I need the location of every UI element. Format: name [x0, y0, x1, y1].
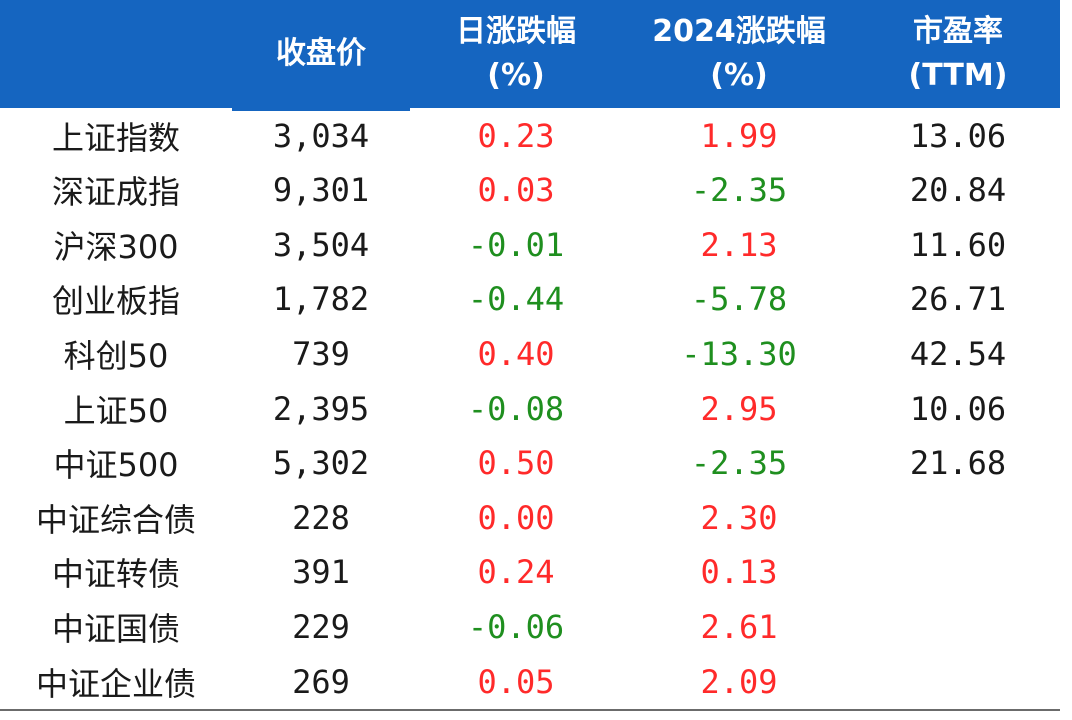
header-ytd-line2: (%): [710, 58, 768, 93]
close-price-cell: 1,782: [272, 280, 370, 319]
table-row: 中证500 5,302 0.50 -2.35 21.68: [0, 436, 1060, 491]
ytd-change-cell: -2.35: [690, 444, 788, 483]
table-row: 沪深300 3,504 -0.01 2.13 11.60: [0, 217, 1060, 272]
ytd-change-cell: 2.13: [700, 225, 778, 264]
daily-change-cell: 0.40: [477, 334, 555, 373]
header-close-price: 收盘价: [232, 0, 410, 108]
table-row: 中证企业债 269 0.05 2.09: [0, 654, 1060, 709]
close-price-cell: 3,034: [272, 116, 370, 155]
close-price-cell: 229: [292, 607, 350, 646]
pe-ratio-cell: 11.60: [909, 225, 1007, 264]
index-name-cell: 中证转债: [51, 555, 180, 594]
ytd-change-cell: -5.78: [690, 280, 788, 319]
pe-ratio-cell: 42.54: [909, 334, 1007, 373]
header-pe-ratio: 市盈率 (TTM): [856, 0, 1060, 108]
header-ytd-line1: 2024涨跌幅: [652, 14, 826, 49]
close-price-cell: 2,395: [272, 389, 370, 428]
index-name-cell: 上证50: [63, 391, 169, 430]
daily-change-cell: 0.50: [477, 444, 555, 483]
index-name-cell: 中证国债: [51, 609, 180, 648]
header-daily-change: 日涨跌幅 (%): [410, 0, 622, 108]
daily-change-cell: 0.23: [477, 116, 555, 155]
ytd-change-cell: 2.95: [700, 389, 778, 428]
index-name-cell: 中证企业债: [35, 664, 196, 703]
pe-ratio-cell: [856, 490, 1060, 545]
table-row: 科创50 739 0.40 -13.30 42.54: [0, 326, 1060, 381]
header-underline: [232, 108, 410, 111]
close-price-cell: 9,301: [272, 171, 370, 210]
table-row: 中证综合债 228 0.00 2.30: [0, 490, 1060, 545]
table-bottom-border: [0, 709, 1060, 711]
ytd-change-cell: 0.13: [700, 553, 778, 592]
ytd-change-cell: 2.09: [700, 662, 778, 701]
header-pe-line1: 市盈率: [913, 14, 1003, 49]
header-close-label: 收盘价: [276, 36, 366, 71]
daily-change-cell: 0.00: [477, 498, 555, 537]
table-row: 创业板指 1,782 -0.44 -5.78 26.71: [0, 272, 1060, 327]
table-header: 收盘价 日涨跌幅 (%) 2024涨跌幅 (%) 市盈率 (TTM): [0, 0, 1060, 108]
close-price-cell: 228: [292, 498, 350, 537]
header-ytd-change: 2024涨跌幅 (%): [622, 0, 856, 108]
table-row: 中证转债 391 0.24 0.13: [0, 545, 1060, 600]
index-name-cell: 创业板指: [51, 282, 180, 321]
close-price-cell: 739: [292, 334, 350, 373]
daily-change-cell: -0.01: [467, 225, 565, 264]
daily-change-cell: 0.03: [477, 171, 555, 210]
ytd-change-cell: 2.61: [700, 607, 778, 646]
close-price-cell: 391: [292, 553, 350, 592]
table-row: 上证指数 3,034 0.23 1.99 13.06: [0, 108, 1060, 163]
daily-change-cell: 0.05: [477, 662, 555, 701]
header-daily-line2: (%): [487, 58, 545, 93]
index-name-cell: 深证成指: [51, 173, 180, 212]
close-price-cell: 3,504: [272, 225, 370, 264]
ytd-change-cell: 1.99: [700, 116, 778, 155]
table-row: 上证50 2,395 -0.08 2.95 10.06: [0, 381, 1060, 436]
close-price-cell: 5,302: [272, 444, 370, 483]
index-name-cell: 科创50: [63, 336, 169, 375]
daily-change-cell: 0.24: [477, 553, 555, 592]
pe-ratio-cell: 20.84: [909, 171, 1007, 210]
table-row: 深证成指 9,301 0.03 -2.35 20.84: [0, 163, 1060, 218]
header-pe-line2: (TTM): [908, 58, 1008, 93]
ytd-change-cell: -2.35: [690, 171, 788, 210]
pe-ratio-cell: 26.71: [909, 280, 1007, 319]
header-name-column: [0, 0, 232, 108]
table-row: 中证国债 229 -0.06 2.61: [0, 599, 1060, 654]
index-name-cell: 中证综合债: [35, 500, 196, 539]
pe-ratio-cell: 21.68: [909, 444, 1007, 483]
header-daily-line1: 日涨跌幅: [456, 14, 576, 49]
pe-ratio-cell: [856, 599, 1060, 654]
index-name-cell: 中证500: [53, 446, 179, 485]
ytd-change-cell: 2.30: [700, 498, 778, 537]
pe-ratio-cell: 10.06: [909, 389, 1007, 428]
index-table: 收盘价 日涨跌幅 (%) 2024涨跌幅 (%) 市盈率 (TTM) 上证指数 3…: [0, 0, 1060, 711]
pe-ratio-cell: [856, 545, 1060, 600]
pe-ratio-cell: 13.06: [909, 116, 1007, 155]
daily-change-cell: -0.08: [467, 389, 565, 428]
ytd-change-cell: -13.30: [681, 334, 797, 373]
close-price-cell: 269: [292, 662, 350, 701]
index-name-cell: 沪深300: [53, 227, 179, 266]
pe-ratio-cell: [856, 654, 1060, 709]
daily-change-cell: -0.06: [467, 607, 565, 646]
daily-change-cell: -0.44: [467, 280, 565, 319]
index-name-cell: 上证指数: [51, 118, 180, 157]
